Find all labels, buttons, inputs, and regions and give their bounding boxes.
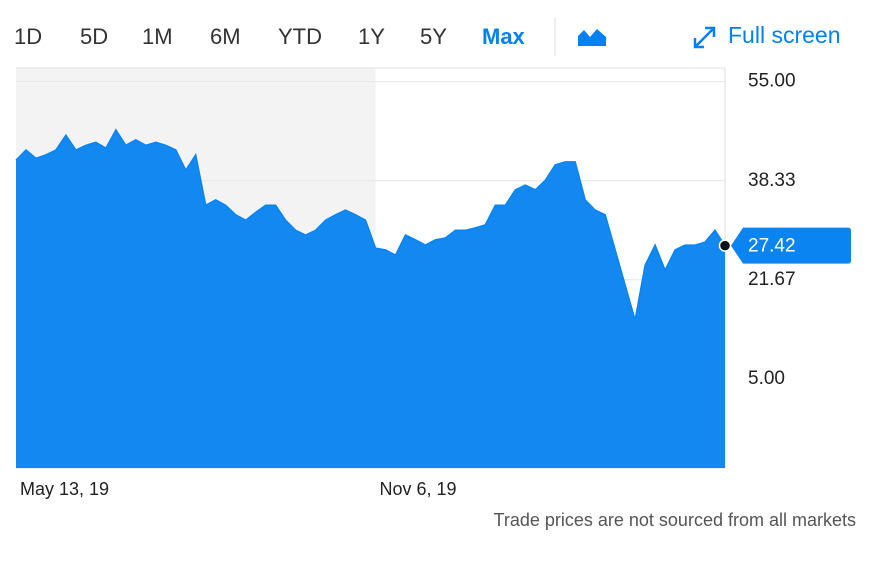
range-button[interactable]: 1D <box>14 24 42 49</box>
chart-type-icon[interactable] <box>578 29 606 46</box>
range-button[interactable]: 1Y <box>358 24 385 49</box>
range-button[interactable]: YTD <box>278 24 322 49</box>
range-button[interactable]: 1M <box>142 24 173 49</box>
range-button[interactable]: 6M <box>210 24 241 49</box>
y-tick-label: 5.00 <box>748 368 785 389</box>
fullscreen-icon[interactable] <box>693 26 716 49</box>
last-point <box>718 239 732 252</box>
expand-arrows <box>693 26 716 49</box>
y-tick-label: 38.33 <box>748 170 796 191</box>
price-area <box>16 129 725 469</box>
area-icon <box>578 29 606 46</box>
x-tick-label: May 13, 19 <box>20 479 109 499</box>
range-button[interactable]: Max <box>482 24 526 49</box>
x-tick-label: Nov 6, 19 <box>379 479 456 499</box>
footnote: Trade prices are not sourced from all ma… <box>494 510 856 530</box>
fullscreen-button[interactable]: Full screen <box>728 22 840 48</box>
y-tick-label: 21.67 <box>748 269 796 290</box>
last-value-badge <box>731 227 851 264</box>
range-button[interactable]: 5D <box>80 24 108 49</box>
price-line <box>15 128 726 321</box>
range-button[interactable]: 5Y <box>420 24 447 49</box>
y-tick-label: 55.00 <box>748 71 796 92</box>
last-value-label: 27.42 <box>748 236 796 257</box>
